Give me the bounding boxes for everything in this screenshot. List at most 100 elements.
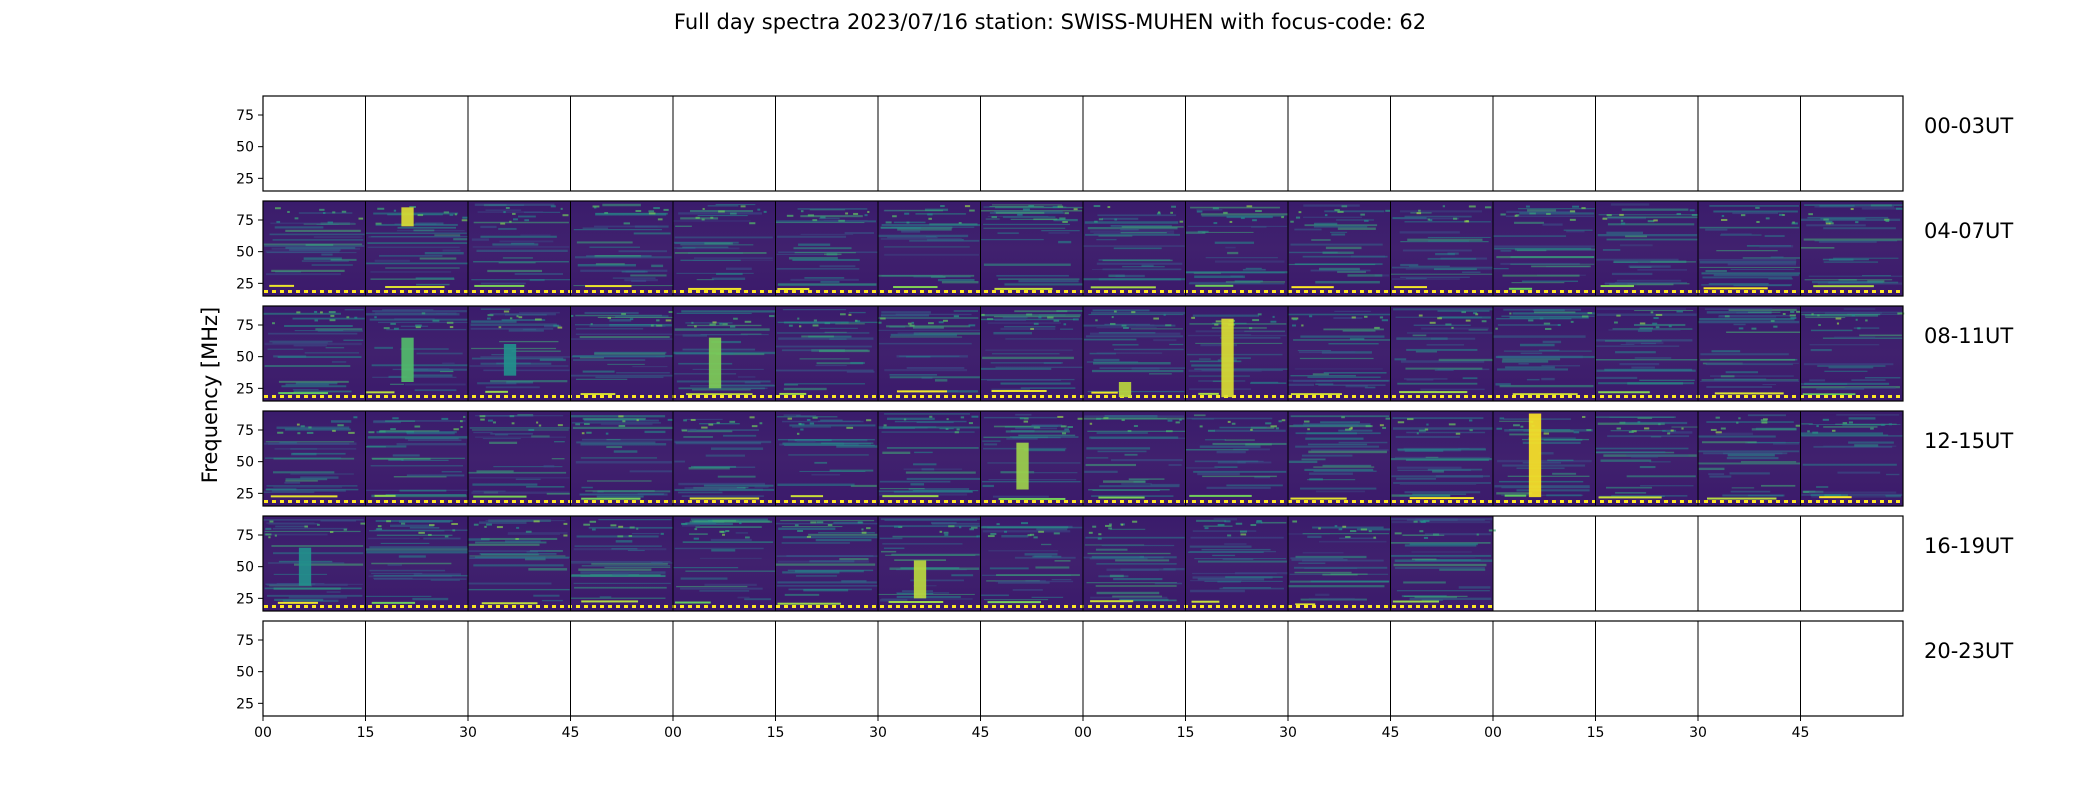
- noise-streak: [1808, 275, 1903, 277]
- noise-streak: [1092, 269, 1168, 271]
- noise-streak: [1814, 240, 1898, 242]
- spectrum-panel: [877, 306, 981, 401]
- noise-streak: [581, 565, 671, 567]
- noise-streak: [284, 325, 353, 328]
- noise-speck: [1397, 421, 1405, 424]
- noise-speck: [1179, 220, 1184, 223]
- noise-streak: [1406, 379, 1434, 381]
- noise-streak: [1330, 573, 1368, 575]
- noise-streak: [1596, 376, 1638, 380]
- noise-streak: [1552, 472, 1577, 475]
- noise-streak: [589, 324, 666, 327]
- noise-streak: [680, 259, 741, 262]
- noise-streak: [1309, 478, 1323, 481]
- noise-streak: [1200, 343, 1238, 347]
- noise-speck: [855, 320, 861, 323]
- noise-streak: [263, 312, 342, 315]
- spectrum-panel: [775, 306, 878, 401]
- noise-streak: [800, 215, 863, 218]
- noise-speck: [1509, 312, 1512, 315]
- noise-streak: [804, 277, 845, 279]
- noise-streak: [1616, 279, 1682, 282]
- noise-speck: [550, 205, 556, 208]
- noise-streak: [742, 387, 768, 389]
- noise-streak: [879, 537, 903, 540]
- noise-streak: [1732, 212, 1779, 215]
- noise-streak: [1198, 358, 1211, 360]
- noise-streak: [675, 352, 734, 355]
- noise-speck: [1270, 320, 1277, 323]
- noise-streak: [1394, 567, 1485, 569]
- panel-background: [775, 306, 878, 401]
- noise-speck: [1265, 422, 1272, 425]
- noise-streak: [1098, 235, 1133, 237]
- noise-speck: [1681, 427, 1684, 430]
- noise-streak: [1301, 458, 1326, 461]
- noise-streak: [578, 568, 652, 571]
- noise-streak: [981, 481, 1081, 483]
- noise-streak: [1339, 537, 1377, 540]
- noise-streak: [1186, 448, 1249, 451]
- spectrum-panel: [1800, 306, 1905, 401]
- spectrum-panel: [877, 516, 983, 611]
- noise-streak: [1747, 414, 1787, 417]
- noise-speck: [268, 536, 271, 539]
- noise-streak: [711, 277, 746, 281]
- noise-speck: [1581, 315, 1589, 318]
- rfi-line: [777, 602, 841, 605]
- noise-streak: [1097, 450, 1147, 453]
- noise-streak: [687, 324, 762, 327]
- noise-streak: [826, 253, 838, 256]
- noise-speck: [1227, 534, 1232, 537]
- noise-speck: [710, 216, 714, 219]
- noise-streak: [374, 346, 393, 349]
- noise-speck: [1360, 213, 1365, 216]
- noise-speck: [605, 432, 609, 435]
- noise-streak: [796, 415, 817, 417]
- noise-streak: [1541, 365, 1581, 367]
- noise-speck: [794, 524, 799, 527]
- noise-streak: [682, 523, 733, 526]
- noise-speck: [505, 206, 510, 209]
- noise-speck: [812, 219, 818, 222]
- noise-speck: [1113, 310, 1117, 313]
- noise-speck: [648, 212, 656, 215]
- noise-streak: [1604, 340, 1662, 342]
- noise-speck: [570, 314, 574, 317]
- noise-speck: [1133, 425, 1138, 428]
- noise-streak: [891, 553, 980, 556]
- noise-speck: [623, 222, 631, 225]
- calibration-band: [878, 290, 981, 293]
- noise-streak: [1192, 572, 1277, 575]
- noise-streak: [485, 386, 540, 389]
- noise-streak: [366, 445, 407, 448]
- noise-streak: [1194, 558, 1287, 560]
- noise-streak: [1012, 589, 1043, 591]
- noise-streak: [1604, 282, 1680, 285]
- noise-streak: [520, 234, 551, 236]
- noise-speck: [1257, 313, 1262, 316]
- noise-streak: [879, 599, 908, 602]
- calibration-band: [775, 605, 878, 608]
- panel-background: [468, 516, 571, 611]
- noise-streak: [839, 558, 869, 561]
- noise-speck: [1812, 431, 1819, 434]
- noise-streak: [981, 526, 1069, 529]
- noise-streak: [1188, 375, 1250, 377]
- noise-streak: [293, 344, 327, 347]
- noise-streak: [1435, 475, 1484, 478]
- noise-streak: [581, 486, 593, 489]
- noise-streak: [1835, 423, 1897, 425]
- noise-streak: [1000, 382, 1071, 385]
- calibration-band: [1595, 290, 1698, 293]
- noise-streak: [1214, 241, 1255, 244]
- noise-speck: [563, 522, 568, 525]
- noise-streak: [1217, 461, 1246, 464]
- noise-streak: [1090, 596, 1168, 599]
- noise-speck: [940, 205, 945, 208]
- noise-speck: [348, 431, 355, 434]
- noise-streak: [688, 533, 708, 535]
- spectrum-panel: [1492, 411, 1596, 506]
- noise-streak: [818, 532, 875, 534]
- noise-streak: [1096, 239, 1117, 241]
